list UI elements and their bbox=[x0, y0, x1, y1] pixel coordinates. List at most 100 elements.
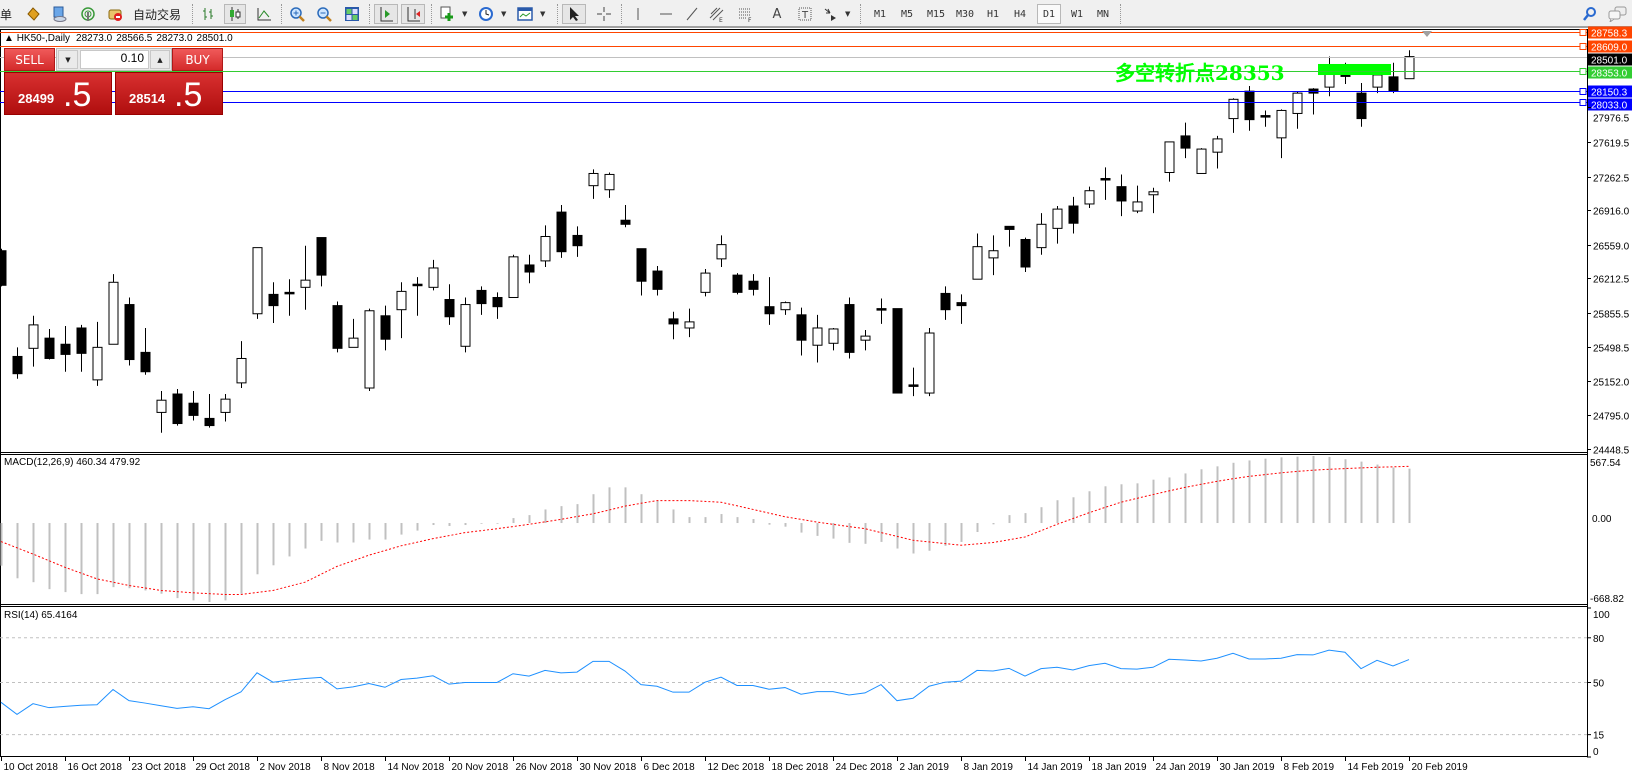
horizontal-lines[interactable]: 28758.3 28609.0 28501.0 28353.0 28150.3 28033… bbox=[0, 26, 1632, 112]
market-watch-icon[interactable] bbox=[22, 4, 44, 24]
buy-price-button[interactable]: 28514 .5 bbox=[115, 72, 223, 115]
macd-signal-line bbox=[0, 465, 1410, 595]
templates-dropdown-icon[interactable]: ▼ bbox=[540, 10, 546, 18]
horizontal-line-icon[interactable] bbox=[655, 4, 677, 24]
cursor-icon[interactable] bbox=[562, 4, 586, 24]
indicators-dropdown-icon[interactable]: ▼ bbox=[462, 10, 468, 18]
toolbar-separator bbox=[557, 4, 559, 24]
candle-body-bear bbox=[1100, 178, 1111, 181]
candle bbox=[268, 282, 279, 323]
chart-shift-marker-icon[interactable] bbox=[1422, 31, 1432, 37]
timeframe-d1[interactable]: D1 bbox=[1037, 4, 1061, 24]
rsi-axis: 100 80 50 15 0 bbox=[1587, 607, 1610, 758]
timeframe-w1[interactable]: W1 bbox=[1070, 8, 1084, 20]
zoom-out-icon[interactable] bbox=[313, 4, 335, 24]
sell-price-fraction: .5 bbox=[63, 76, 92, 114]
pivot-annotation[interactable]: 多空转折点28353 bbox=[1115, 61, 1285, 85]
candle bbox=[140, 327, 151, 375]
candle bbox=[364, 308, 375, 392]
toolbar-separator bbox=[621, 4, 623, 24]
navigator-icon[interactable] bbox=[48, 4, 70, 24]
symbol-label: HK50-,Daily bbox=[17, 33, 70, 44]
signals-icon[interactable] bbox=[77, 4, 99, 24]
trendline-icon[interactable] bbox=[681, 4, 703, 24]
candle bbox=[636, 248, 647, 296]
chart-shift-icon[interactable] bbox=[401, 4, 425, 24]
candle bbox=[828, 327, 839, 351]
pivot-zone-rectangle[interactable] bbox=[1318, 63, 1391, 76]
ohlc-close: 28501.0 bbox=[197, 33, 234, 44]
date-label: 30 Jan 2019 bbox=[1220, 762, 1275, 773]
candle-body-bull bbox=[508, 256, 519, 298]
timeframe-mn[interactable]: MN bbox=[1096, 8, 1110, 20]
new-order-button[interactable]: 单 bbox=[0, 7, 13, 22]
candle-body-bear bbox=[1180, 135, 1191, 149]
price-tick-label: 27262.5 bbox=[1593, 174, 1630, 185]
tile-windows-icon[interactable] bbox=[341, 4, 363, 24]
arrows-dropdown-icon[interactable]: ▼ bbox=[845, 10, 851, 18]
lot-increase-button[interactable]: ▲ bbox=[150, 50, 170, 69]
auto-trading-button[interactable]: 自动交易 bbox=[132, 7, 181, 22]
bar-chart-icon[interactable] bbox=[197, 4, 219, 24]
candle-body-bull bbox=[1292, 92, 1303, 114]
candle-body-bull bbox=[1036, 223, 1047, 249]
equidistant-channel-icon[interactable]: E bbox=[706, 4, 728, 24]
candle bbox=[620, 205, 631, 228]
macd-pane[interactable] bbox=[0, 456, 1411, 602]
timeframe-m30[interactable]: M30 bbox=[955, 8, 975, 20]
lot-decrease-button[interactable]: ▼ bbox=[58, 50, 78, 69]
chat-icon[interactable] bbox=[1606, 4, 1630, 24]
candle bbox=[764, 277, 775, 325]
periods-dropdown-icon[interactable]: ▼ bbox=[501, 10, 507, 18]
price-pane[interactable] bbox=[0, 50, 1415, 433]
macd-axis-max: 567.54 bbox=[1590, 458, 1621, 469]
periods-icon[interactable] bbox=[475, 4, 497, 24]
indicators-icon[interactable] bbox=[436, 4, 458, 24]
candle-body-bull bbox=[364, 310, 375, 389]
candle bbox=[732, 273, 743, 295]
auto-trading-icon[interactable] bbox=[104, 4, 126, 24]
text-label-icon[interactable]: T bbox=[794, 4, 816, 24]
svg-text:F: F bbox=[748, 17, 752, 22]
line-handle bbox=[1579, 99, 1587, 106]
timeframe-m5[interactable]: M5 bbox=[900, 8, 914, 20]
candle-body-bear bbox=[524, 264, 535, 273]
candle-body-bull bbox=[1372, 74, 1383, 88]
date-label: 16 Oct 2018 bbox=[68, 762, 123, 773]
candle-body-bull bbox=[1084, 190, 1095, 205]
crosshair-icon[interactable] bbox=[593, 4, 615, 24]
price-label-box bbox=[1588, 98, 1632, 111]
candle bbox=[396, 282, 407, 339]
price-label: 28758.3 bbox=[1591, 29, 1628, 40]
timeframe-h4[interactable]: H4 bbox=[1013, 8, 1027, 20]
lot-size-input[interactable]: 0.10 bbox=[80, 50, 149, 69]
candle-body-bear bbox=[620, 219, 631, 225]
timeframe-m15[interactable]: M15 bbox=[926, 8, 946, 20]
sell-price-button[interactable]: 28499 .5 bbox=[4, 72, 112, 115]
candle bbox=[844, 297, 855, 359]
candle bbox=[28, 315, 39, 367]
macd-label: MACD(12,26,9) 460.34 479.92 bbox=[4, 457, 141, 468]
vertical-line-icon[interactable] bbox=[627, 4, 649, 24]
timeframe-h1[interactable]: H1 bbox=[986, 8, 1000, 20]
buy-button[interactable]: BUY bbox=[172, 48, 223, 71]
search-icon[interactable] bbox=[1580, 4, 1600, 24]
candlestick-icon[interactable] bbox=[224, 4, 246, 24]
candle bbox=[172, 388, 183, 426]
fibonacci-icon[interactable]: F bbox=[734, 4, 756, 24]
auto-scroll-icon[interactable] bbox=[374, 4, 398, 24]
candle bbox=[188, 391, 199, 421]
rsi-pane[interactable] bbox=[0, 637, 1587, 736]
price-label-box bbox=[1588, 26, 1632, 39]
line-chart-icon[interactable] bbox=[253, 4, 275, 24]
sell-button[interactable]: SELL bbox=[4, 48, 55, 71]
text-icon[interactable]: A bbox=[772, 6, 782, 22]
templates-icon[interactable] bbox=[514, 4, 536, 24]
zoom-in-icon[interactable] bbox=[286, 4, 308, 24]
timeframe-m1[interactable]: M1 bbox=[873, 8, 887, 20]
arrows-icon[interactable] bbox=[819, 4, 841, 24]
candle-body-bull bbox=[28, 324, 39, 349]
price-label-box bbox=[1588, 66, 1632, 79]
candle bbox=[204, 394, 215, 428]
